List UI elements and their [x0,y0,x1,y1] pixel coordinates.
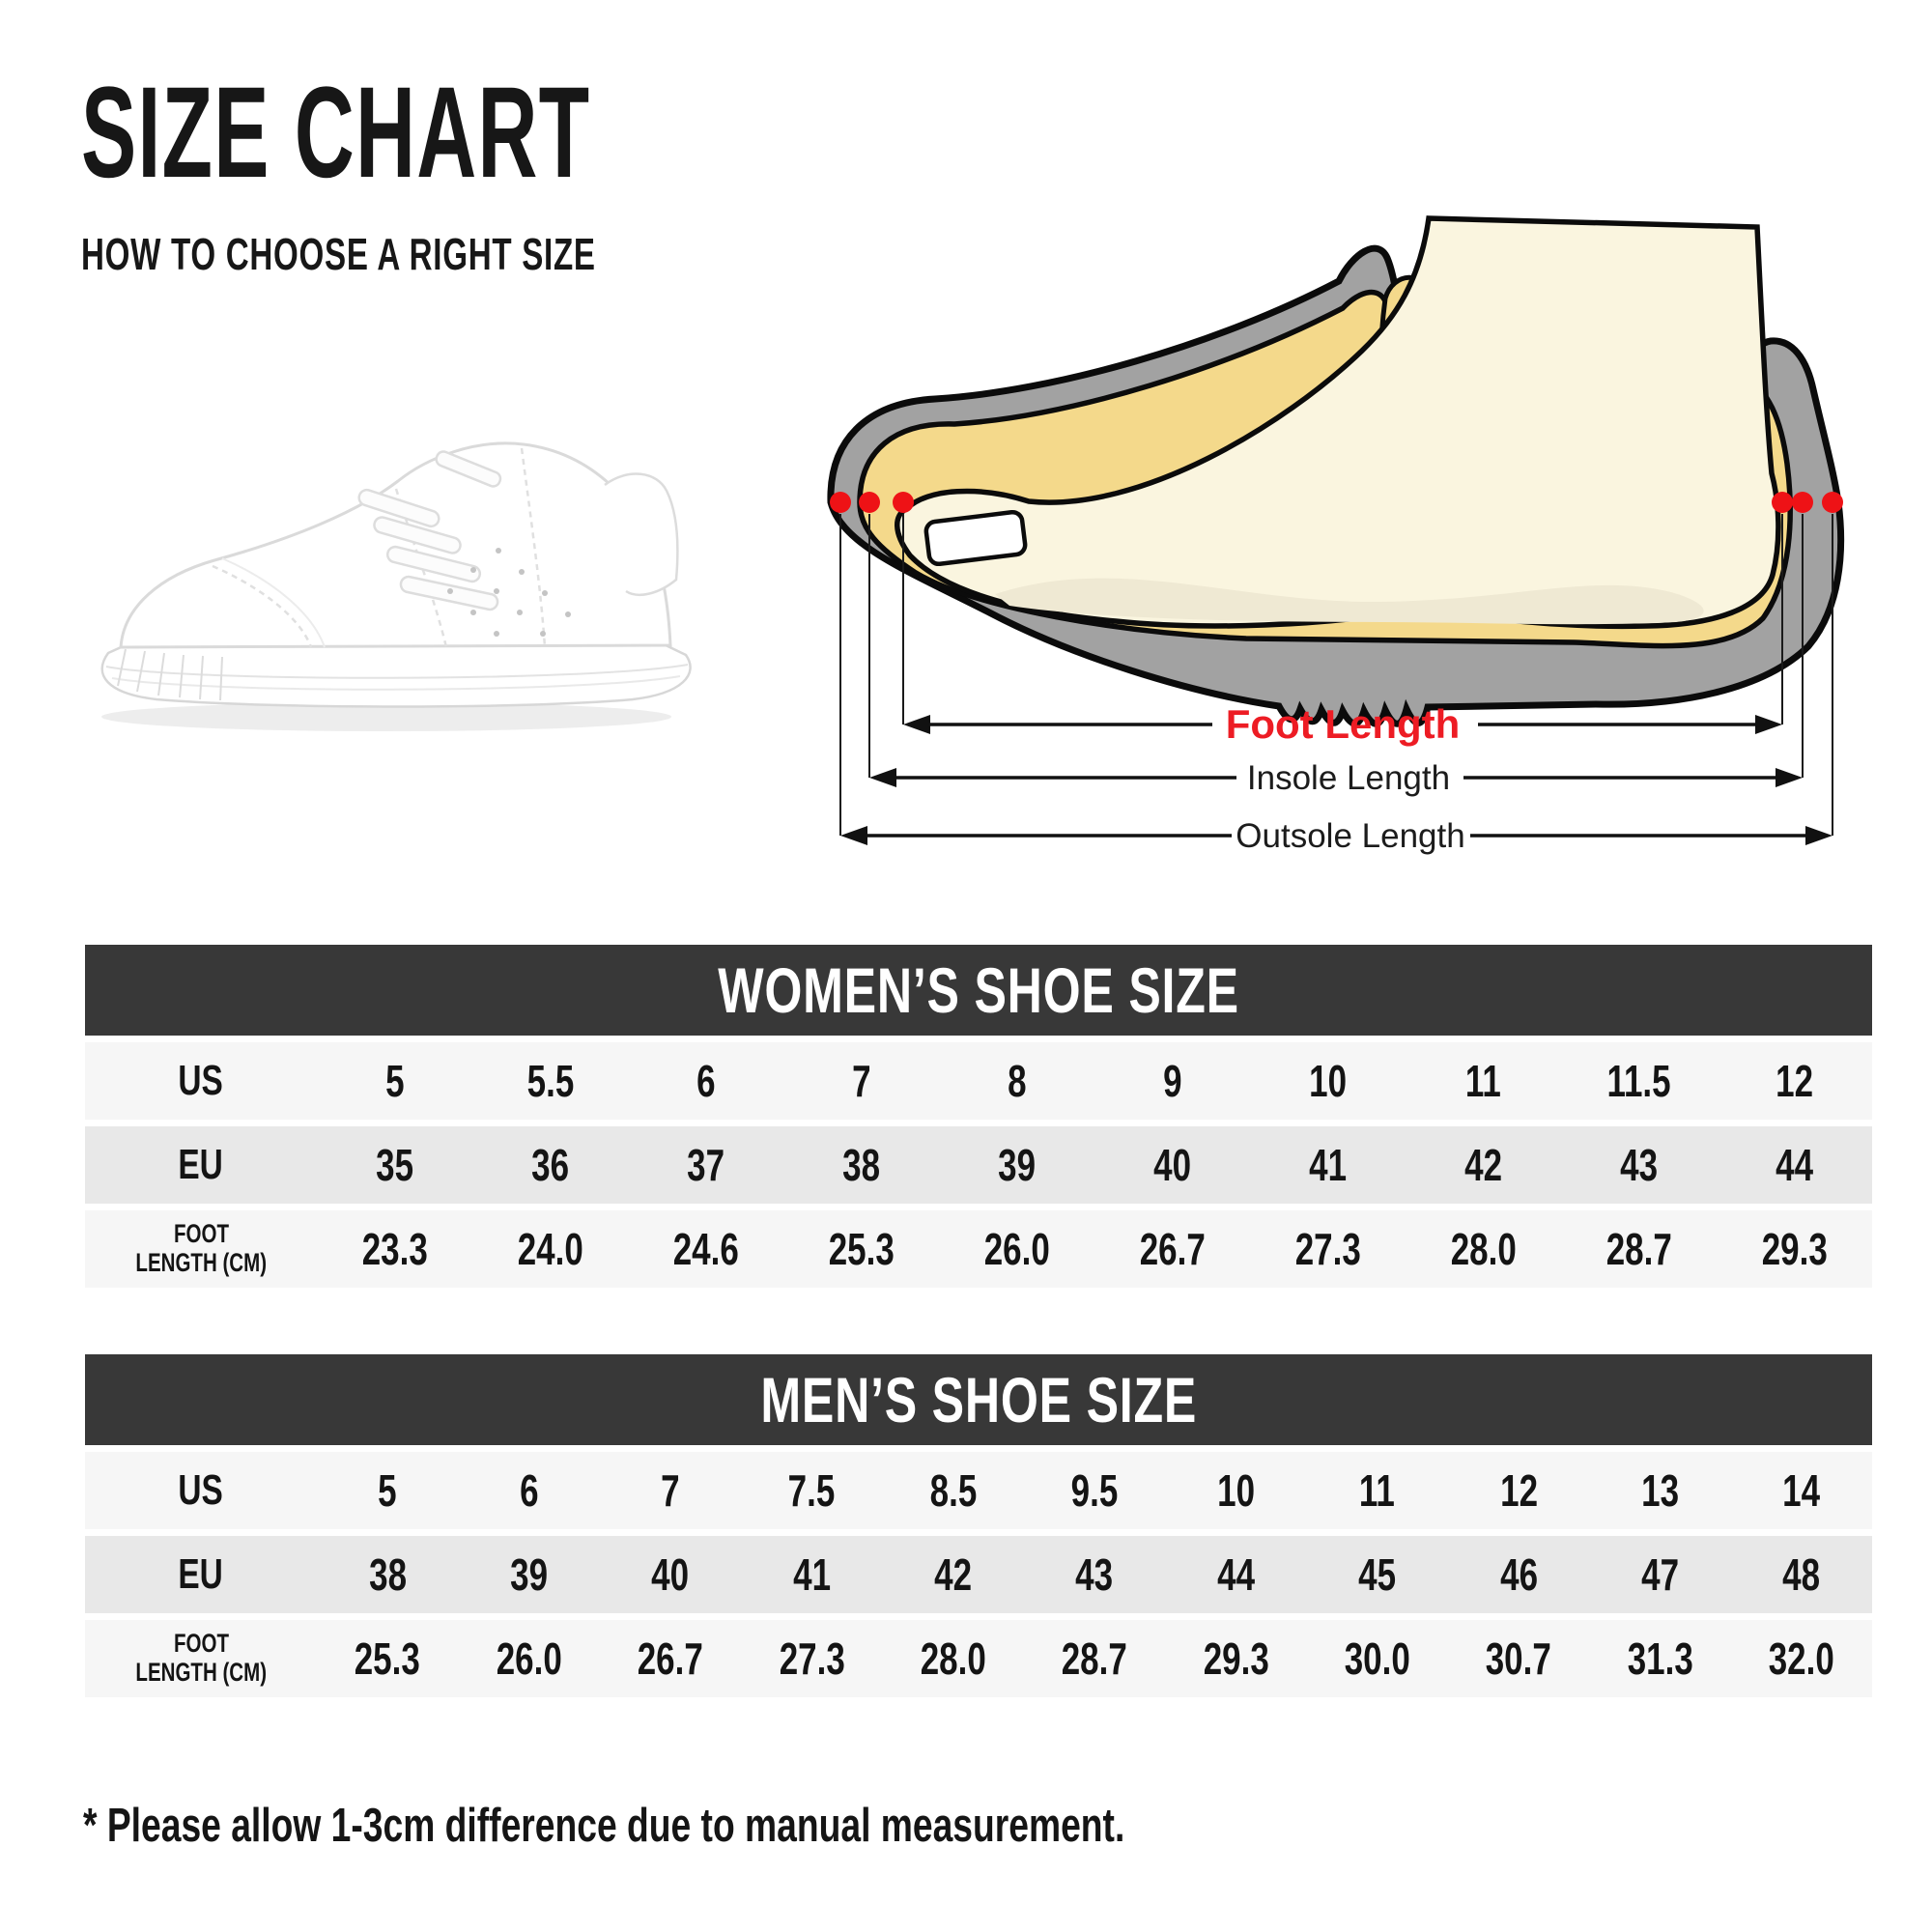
size-cell: 13 [1641,1465,1679,1516]
size-cell: 11.5 [1606,1056,1671,1106]
size-cell: 5 [384,1056,405,1106]
size-cell: 5.5 [526,1056,574,1106]
row-label-us: US [178,1057,224,1104]
table-row-us: US 5 6 7 7.5 8.5 9.5 10 11 12 13 14 [85,1452,1872,1529]
size-cell: 28.7 [1061,1634,1128,1684]
table-row-footlength: FOOT LENGTH (CM) 23.3 24.0 24.6 25.3 26.0 26.… [85,1210,1872,1288]
size-cell: 47 [1641,1549,1679,1600]
size-cell: 32.0 [1768,1634,1834,1684]
size-cell: 12 [1776,1056,1813,1106]
size-cell: 11 [1465,1056,1501,1106]
outsole-length-label: Outsole Length [1236,817,1464,855]
size-cell: 35 [376,1140,413,1190]
guide-lines [839,514,1833,836]
size-cell: 41 [1309,1140,1347,1190]
size-cell: 26.7 [1139,1224,1206,1274]
size-cell: 10 [1309,1056,1347,1106]
size-cell: 14 [1782,1465,1821,1516]
table-row-eu: EU 35 36 37 38 39 40 41 42 43 44 [85,1126,1872,1204]
size-cell: 29.3 [1761,1224,1828,1274]
size-cell: 39 [510,1549,548,1600]
size-cell: 12 [1499,1465,1538,1516]
toenail [923,509,1028,567]
size-cell: 28.0 [1450,1224,1517,1274]
size-cell: 25.3 [355,1634,421,1684]
insole-length-label: Insole Length [1247,759,1450,797]
size-cell: 45 [1358,1549,1397,1600]
row-label-footlength: FOOT LENGTH (CM) [135,1629,267,1687]
sneaker-photo [68,367,724,753]
size-cell: 41 [792,1549,831,1600]
womens-table-header: WOMEN’S SHOE SIZE [85,945,1872,1036]
size-cell: 43 [1075,1549,1114,1600]
row-label-footlength: FOOT LENGTH (CM) [135,1219,267,1277]
measurement-disclaimer: * Please allow 1-3cm difference due to m… [83,1800,1125,1852]
table-row-eu: EU 38 39 40 41 42 43 44 45 46 47 48 [85,1536,1872,1613]
size-cell: 39 [998,1140,1036,1190]
size-cell: 9 [1162,1056,1182,1106]
size-cell: 7 [851,1056,871,1106]
size-cell: 38 [368,1549,407,1600]
size-cell: 10 [1216,1465,1255,1516]
page-subtitle: HOW TO CHOOSE A RIGHT SIZE [81,229,596,279]
size-cell: 36 [531,1140,569,1190]
size-cell: 26.7 [637,1634,703,1684]
size-cell: 48 [1782,1549,1821,1600]
size-cell: 24.6 [672,1224,739,1274]
size-cell: 38 [842,1140,880,1190]
mens-table-header: MEN’S SHOE SIZE [85,1354,1872,1445]
foot-measurement-diagram: Foot Length Insole Length Outsole Length [802,92,1922,942]
size-cell: 29.3 [1203,1634,1269,1684]
size-cell: 6 [696,1056,716,1106]
womens-size-table: WOMEN’S SHOE SIZE US 5 5.5 6 7 8 9 10 11 11.5 12 … [85,945,1872,1288]
size-cell: 30.0 [1344,1634,1410,1684]
foot-shading [995,578,1704,625]
size-cell: 23.3 [361,1224,428,1274]
table-row-footlength: FOOT LENGTH (CM) 25.3 26.0 26.7 27.3 28.0 28.… [85,1620,1872,1697]
size-cell: 8 [1007,1056,1027,1106]
size-cell: 42 [934,1549,973,1600]
foot-shape [895,215,1781,630]
row-label-eu: EU [178,1550,224,1598]
size-cell: 43 [1620,1140,1658,1190]
sneaker-image [100,441,692,731]
foot-diagram-svg: Foot Length Insole Length Outsole Length [827,215,1845,855]
row-label-eu: EU [178,1141,224,1188]
table-row-us: US 5 5.5 6 7 8 9 10 11 11.5 12 [85,1042,1872,1120]
size-cell: 40 [1153,1140,1191,1190]
foot-length-label: Foot Length [1226,701,1461,747]
size-cell: 37 [687,1140,724,1190]
size-cell: 44 [1776,1140,1813,1190]
size-cell: 8.5 [929,1465,977,1516]
row-label-us: US [178,1466,224,1514]
size-cell: 27.3 [779,1634,845,1684]
size-cell: 11 [1359,1465,1396,1516]
size-cell: 27.3 [1294,1224,1361,1274]
arrowheads [840,715,1833,845]
size-cell: 44 [1216,1549,1255,1600]
size-cell: 7 [661,1465,680,1516]
measure-dots [830,492,1843,513]
mens-size-table: MEN’S SHOE SIZE US 5 6 7 7.5 8.5 9.5 10 11 12 13 1… [85,1354,1872,1697]
size-cell: 9.5 [1070,1465,1119,1516]
size-cell: 46 [1499,1549,1538,1600]
page-title: SIZE CHART [81,61,591,205]
size-cell: 30.7 [1486,1634,1552,1684]
size-cell: 5 [378,1465,397,1516]
size-cell: 31.3 [1627,1634,1693,1684]
size-cell: 6 [519,1465,539,1516]
size-cell: 28.7 [1605,1224,1672,1274]
mens-table-title: MEN’S SHOE SIZE [760,1364,1197,1435]
size-cell: 7.5 [787,1465,836,1516]
size-cell: 25.3 [828,1224,895,1274]
size-cell: 26.0 [983,1224,1050,1274]
size-cell: 42 [1464,1140,1502,1190]
size-cell: 28.0 [920,1634,986,1684]
size-cell: 24.0 [517,1224,583,1274]
size-cell: 26.0 [496,1634,562,1684]
size-cell: 40 [651,1549,690,1600]
dimension-lines [847,723,1826,838]
womens-table-title: WOMEN’S SHOE SIZE [718,954,1239,1026]
